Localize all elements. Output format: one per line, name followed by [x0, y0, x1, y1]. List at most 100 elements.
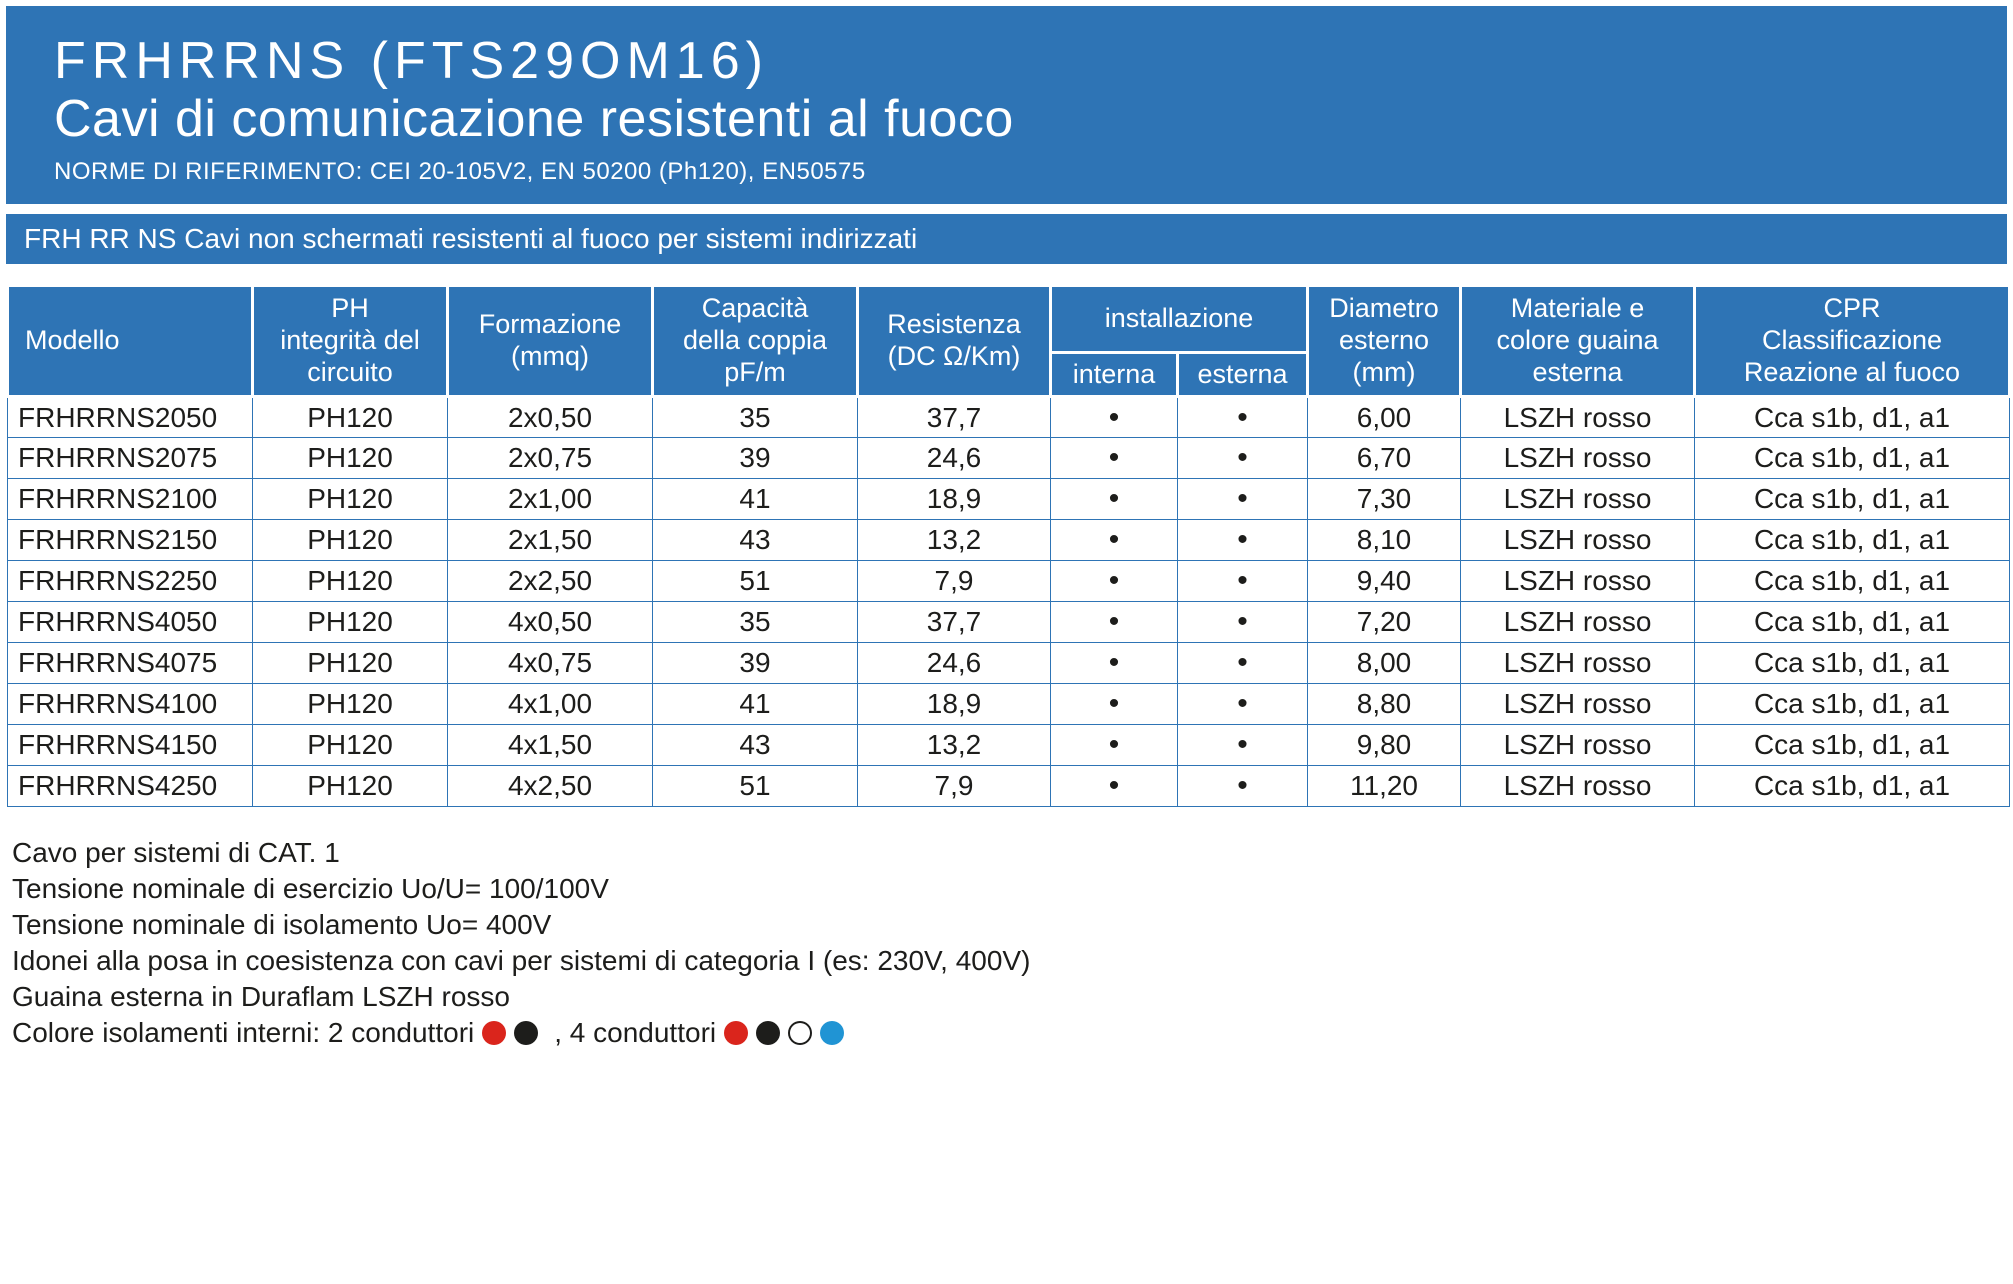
page-title: FRHRRNS (FTS29OM16): [54, 32, 769, 90]
note-tensione-esercizio: Tensione nominale di esercizio Uo/U= 100…: [12, 873, 609, 905]
table-row: FRHRRNS2100 PH120 2x1,00 41 18,9 • • 7,30 LSZH r…: [7, 478, 2010, 521]
cell-resistenza: 37,7: [857, 396, 1051, 439]
cell-capacita: 39: [652, 437, 858, 480]
cell-formazione: 2x1,00: [447, 478, 653, 521]
cell-formazione: 2x1,50: [447, 519, 653, 562]
footer-notes: Cavo per sistemi di CAT. 1 Tensione nomi…: [6, 835, 2007, 1051]
cell-resistenza: 7,9: [857, 765, 1051, 808]
cell-cpr: Cca s1b, d1, a1: [1694, 560, 2010, 603]
cell-capacita: 35: [652, 396, 858, 439]
cell-ph: PH120: [252, 396, 448, 439]
cell-capacita: 41: [652, 683, 858, 726]
cell-materiale: LSZH rosso: [1460, 642, 1695, 685]
cell-materiale: LSZH rosso: [1460, 478, 1695, 521]
cell-resistenza: 13,2: [857, 519, 1051, 562]
spec-table: Modello PH integrità del circuito Formaz…: [6, 284, 2011, 808]
cell-ph: PH120: [252, 478, 448, 521]
cell-ph: PH120: [252, 437, 448, 480]
cell-capacita: 43: [652, 724, 858, 767]
cell-interna: •: [1050, 642, 1178, 685]
cell-diametro: 6,70: [1307, 437, 1461, 480]
cell-modello: FRHRRNS4150: [7, 724, 253, 767]
header-interna: interna: [1049, 351, 1179, 399]
note-cat: Cavo per sistemi di CAT. 1: [12, 837, 340, 869]
cell-cpr: Cca s1b, d1, a1: [1694, 601, 2010, 644]
cell-interna: •: [1050, 478, 1178, 521]
cell-modello: FRHRRNS2075: [7, 437, 253, 480]
section-bar-label: FRH RR NS Cavi non schermati resistenti …: [24, 223, 918, 255]
cell-modello: FRHRRNS4075: [7, 642, 253, 685]
colors-note-prefix: Colore isolamenti interni: 2 conduttori: [12, 1017, 475, 1049]
cell-diametro: 7,20: [1307, 601, 1461, 644]
cell-interna: •: [1050, 437, 1178, 480]
cell-diametro: 8,80: [1307, 683, 1461, 726]
note-insulation-colors: Colore isolamenti interni: 2 conduttori …: [12, 1015, 2007, 1051]
cell-ph: PH120: [252, 642, 448, 685]
cell-interna: •: [1050, 724, 1178, 767]
cell-formazione: 4x1,00: [447, 683, 653, 726]
section-bar: FRH RR NS Cavi non schermati resistenti …: [6, 214, 2007, 265]
header-formazione: Formazione (mmq): [446, 284, 654, 399]
cell-capacita: 39: [652, 642, 858, 685]
four-conductor-dots: [724, 1021, 852, 1046]
cell-interna: •: [1050, 396, 1178, 439]
datasheet-page: FRHRRNS (FTS29OM16) Cavi di comunicazion…: [6, 6, 2011, 1051]
header-installazione: installazione: [1049, 284, 1309, 355]
cell-modello: FRHRRNS4050: [7, 601, 253, 644]
cell-cpr: Cca s1b, d1, a1: [1694, 724, 2010, 767]
header-ph-integrity: PH integrità del circuito: [251, 284, 449, 399]
table-row: FRHRRNS4100 PH120 4x1,00 41 18,9 • • 8,80 LSZH r…: [7, 683, 2010, 726]
cell-esterna: •: [1177, 396, 1308, 439]
header-banner: FRHRRNS (FTS29OM16) Cavi di comunicazion…: [6, 6, 2007, 205]
cell-esterna: •: [1177, 519, 1308, 562]
cell-interna: •: [1050, 519, 1178, 562]
conductor-color-dot: [482, 1021, 507, 1046]
cell-cpr: Cca s1b, d1, a1: [1694, 437, 2010, 480]
cell-materiale: LSZH rosso: [1460, 560, 1695, 603]
cell-modello: FRHRRNS2150: [7, 519, 253, 562]
cell-diametro: 9,40: [1307, 560, 1461, 603]
table-body: FRHRRNS2050 PH120 2x0,50 35 37,7 • • 6,00 LSZH r…: [7, 396, 2010, 808]
cell-esterna: •: [1177, 560, 1308, 603]
table-header-row-sub: interna esterna: [8, 351, 2010, 399]
conductor-color-dot: [756, 1021, 781, 1046]
two-conductor-dots: [482, 1021, 546, 1046]
cell-cpr: Cca s1b, d1, a1: [1694, 683, 2010, 726]
cell-diametro: 9,80: [1307, 724, 1461, 767]
header-materiale: Materiale e colore guaina esterna: [1459, 284, 1696, 399]
cell-resistenza: 37,7: [857, 601, 1051, 644]
cell-esterna: •: [1177, 601, 1308, 644]
cell-modello: FRHRRNS2100: [7, 478, 253, 521]
cell-resistenza: 24,6: [857, 642, 1051, 685]
cell-ph: PH120: [252, 765, 448, 808]
header-esterna: esterna: [1176, 351, 1309, 399]
cell-esterna: •: [1177, 683, 1308, 726]
cell-materiale: LSZH rosso: [1460, 724, 1695, 767]
cell-diametro: 6,00: [1307, 396, 1461, 439]
cell-capacita: 43: [652, 519, 858, 562]
cell-resistenza: 24,6: [857, 437, 1051, 480]
note-coesistenza: Idonei alla posa in coesistenza con cavi…: [12, 945, 1031, 977]
cell-diametro: 11,20: [1307, 765, 1461, 808]
conductor-color-dot: [820, 1021, 845, 1046]
cell-formazione: 2x0,75: [447, 437, 653, 480]
colors-note-middle: , 4 conduttori: [554, 1017, 717, 1049]
cell-ph: PH120: [252, 601, 448, 644]
cell-ph: PH120: [252, 560, 448, 603]
cell-esterna: •: [1177, 642, 1308, 685]
cell-materiale: LSZH rosso: [1460, 519, 1695, 562]
table-row: FRHRRNS2050 PH120 2x0,50 35 37,7 • • 6,00 LSZH r…: [7, 396, 2010, 439]
cell-modello: FRHRRNS2250: [7, 560, 253, 603]
cell-formazione: 4x0,50: [447, 601, 653, 644]
cell-resistenza: 18,9: [857, 683, 1051, 726]
conductor-color-dot: [788, 1021, 813, 1046]
cell-materiale: LSZH rosso: [1460, 683, 1695, 726]
cell-cpr: Cca s1b, d1, a1: [1694, 765, 2010, 808]
conductor-color-dot: [724, 1021, 749, 1046]
cell-modello: FRHRRNS4250: [7, 765, 253, 808]
cell-cpr: Cca s1b, d1, a1: [1694, 396, 2010, 439]
cell-interna: •: [1050, 683, 1178, 726]
cell-resistenza: 18,9: [857, 478, 1051, 521]
table-row: FRHRRNS4050 PH120 4x0,50 35 37,7 • • 7,20 LSZH r…: [7, 601, 2010, 644]
cell-interna: •: [1050, 601, 1178, 644]
